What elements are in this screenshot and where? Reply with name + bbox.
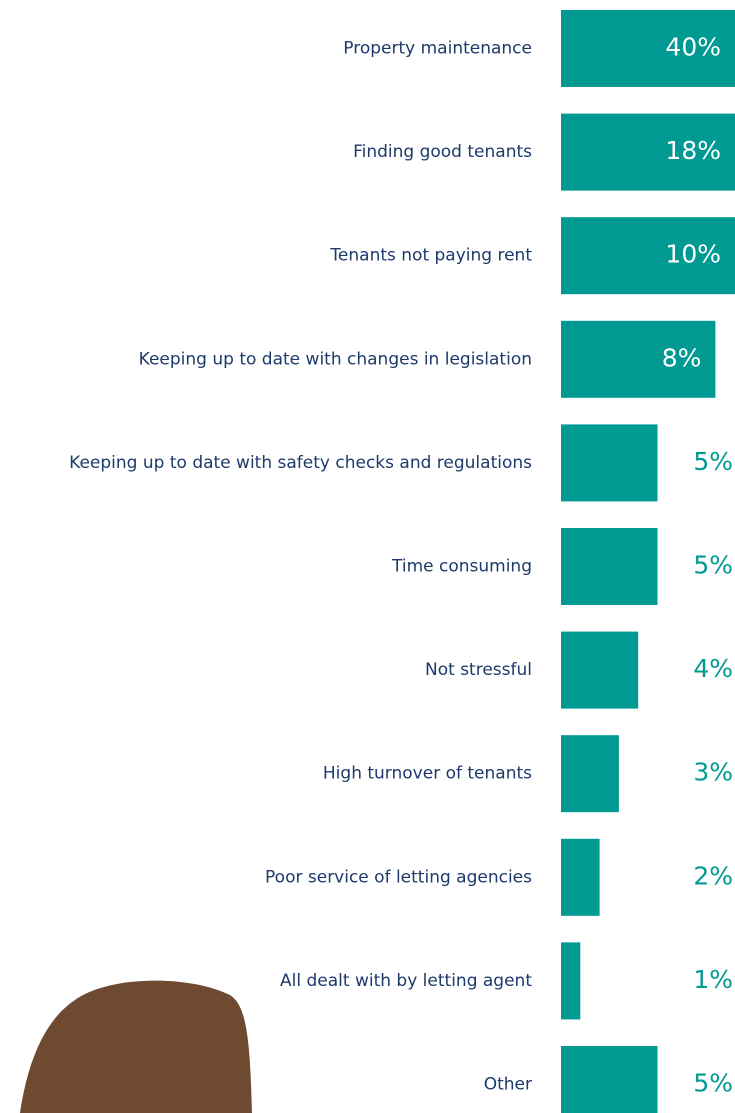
value-label: 4% bbox=[693, 654, 733, 683]
category-label: Property maintenance bbox=[343, 39, 532, 59]
category-label: Time consuming bbox=[391, 557, 532, 577]
value-label: 3% bbox=[693, 758, 733, 787]
category-label: Keeping up to date with changes in legis… bbox=[139, 349, 532, 369]
value-label: 2% bbox=[693, 861, 733, 890]
bar bbox=[561, 528, 658, 605]
category-label: Tenants not paying rent bbox=[329, 246, 532, 266]
value-label: 5% bbox=[693, 1069, 733, 1098]
value-label: 5% bbox=[693, 551, 733, 580]
bar bbox=[561, 10, 735, 87]
category-label: All dealt with by letting agent bbox=[280, 971, 532, 991]
bar bbox=[561, 217, 735, 295]
bar bbox=[561, 735, 619, 813]
value-label: 8% bbox=[662, 343, 702, 372]
category-label: Keeping up to date with safety checks an… bbox=[69, 453, 532, 473]
category-label: High turnover of tenants bbox=[323, 764, 532, 784]
category-label: Other bbox=[484, 1075, 532, 1095]
decorative-figure bbox=[20, 980, 252, 1113]
bar bbox=[561, 838, 600, 916]
value-label: 40% bbox=[665, 33, 721, 62]
bar bbox=[561, 942, 581, 1020]
bar bbox=[561, 113, 735, 191]
bar bbox=[561, 320, 716, 398]
value-label: 10% bbox=[665, 240, 721, 269]
category-label: Not stressful bbox=[425, 660, 532, 680]
value-label: 18% bbox=[665, 136, 721, 165]
bar bbox=[561, 631, 639, 709]
category-label: Finding good tenants bbox=[353, 142, 532, 162]
value-label: 5% bbox=[693, 447, 733, 476]
bar bbox=[561, 424, 658, 502]
bar bbox=[561, 1046, 658, 1113]
value-label: 1% bbox=[693, 965, 733, 994]
category-label: Poor service of letting agencies bbox=[265, 867, 532, 887]
